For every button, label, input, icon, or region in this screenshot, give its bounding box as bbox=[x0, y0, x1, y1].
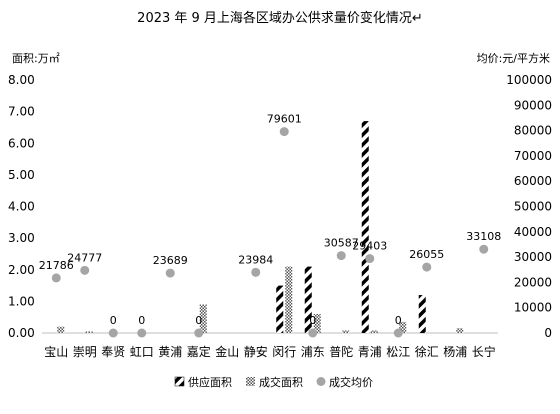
supply-bar bbox=[304, 266, 312, 333]
category-label: 金山 bbox=[215, 344, 239, 359]
category-label: 静安 bbox=[244, 344, 268, 359]
right-tick-labels: 0 10000 20000 30000 40000 50000 60000 70000 8000… bbox=[506, 73, 552, 340]
category-label: 黄浦 bbox=[158, 345, 182, 359]
price-data-label: 21786 bbox=[39, 259, 74, 272]
left-tick-label: 2.00 bbox=[8, 263, 35, 277]
left-tick-label: 6.00 bbox=[8, 136, 35, 150]
category-label: 青浦 bbox=[358, 345, 382, 359]
price-data-label: 29403 bbox=[352, 240, 387, 253]
right-tick-label: 90000 bbox=[514, 98, 552, 112]
left-tick-label: 0.00 bbox=[8, 326, 35, 340]
deal-area-bar bbox=[57, 326, 65, 333]
right-axis-label: 均价:元/平方米 bbox=[477, 51, 550, 65]
left-tick-label: 3.00 bbox=[8, 231, 35, 245]
legend-supply-label: 供应面积 bbox=[188, 375, 232, 389]
category-label: 崇明 bbox=[73, 345, 97, 359]
right-tick-label: 0 bbox=[544, 326, 552, 340]
price-point bbox=[194, 328, 204, 338]
price-point bbox=[80, 265, 90, 275]
deal-area-bar bbox=[285, 266, 293, 333]
legend-deal-area-label: 成交面积 bbox=[259, 375, 303, 389]
price-point bbox=[51, 273, 61, 283]
category-label: 浦东 bbox=[301, 345, 325, 359]
price-data-label: 33108 bbox=[466, 230, 501, 243]
price-data-label: 0 bbox=[195, 314, 202, 327]
price-data-label: 0 bbox=[309, 314, 316, 327]
category-label: 徐汇 bbox=[415, 344, 439, 359]
deal-area-bar bbox=[399, 321, 407, 333]
price-data-label: 23689 bbox=[153, 254, 188, 267]
price-point bbox=[165, 268, 175, 278]
left-tick-label: 5.00 bbox=[8, 168, 35, 182]
deal-area-bar bbox=[313, 314, 321, 333]
supply-bar bbox=[276, 285, 284, 333]
right-tick-label: 50000 bbox=[514, 200, 552, 214]
left-tick-label: 1.00 bbox=[8, 294, 35, 308]
right-tick-label: 60000 bbox=[514, 174, 552, 188]
right-tick-label: 10000 bbox=[514, 301, 552, 315]
price-data-label: 0 bbox=[138, 314, 145, 327]
price-data-label: 0 bbox=[395, 314, 402, 327]
supply-bar bbox=[418, 295, 426, 333]
deal-area-bar bbox=[85, 331, 93, 333]
category-label: 松江 bbox=[386, 345, 410, 359]
price-data-label: 24777 bbox=[67, 251, 102, 264]
category-label: 奉贤 bbox=[101, 345, 125, 359]
left-tick-label: 4.00 bbox=[8, 200, 35, 214]
category-label: 嘉定 bbox=[187, 344, 211, 359]
left-tick-label: 8.00 bbox=[8, 73, 35, 87]
chart-title: 2023 年 9 月上海各区域办公供求量价变化情况↵ bbox=[137, 10, 423, 26]
price-data-label: 0 bbox=[110, 314, 117, 327]
right-tick-label: 40000 bbox=[514, 225, 552, 239]
deal-area-bar bbox=[370, 330, 378, 333]
category-labels: 宝山 崇明 奉贤 虹口 黄浦 嘉定 金山 静安 闵行 浦东 普陀 青浦 松江 徐汇 杨浦 长宁 bbox=[44, 344, 496, 359]
supply-bar bbox=[361, 121, 369, 333]
bars bbox=[57, 121, 464, 333]
price-point bbox=[393, 328, 403, 338]
category-label: 闵行 bbox=[272, 344, 296, 359]
category-label: 长宁 bbox=[472, 344, 496, 359]
legend-price-swatch bbox=[316, 377, 326, 386]
right-tick-label: 70000 bbox=[514, 149, 552, 163]
category-label: 虹口 bbox=[130, 345, 154, 359]
legend-price-label: 成交均价 bbox=[329, 375, 373, 389]
deal-area-bar bbox=[199, 304, 207, 333]
deal-area-bar bbox=[456, 328, 464, 333]
right-tick-label: 80000 bbox=[514, 124, 552, 138]
price-point bbox=[279, 127, 289, 137]
right-tick-label: 30000 bbox=[514, 250, 552, 264]
right-tick-label: 20000 bbox=[514, 275, 552, 289]
price-data-label: 26055 bbox=[409, 248, 444, 261]
price-point bbox=[479, 244, 489, 254]
price-point bbox=[308, 328, 318, 338]
price-data-label: 23984 bbox=[238, 253, 273, 266]
price-point bbox=[251, 267, 261, 277]
price-point bbox=[365, 254, 375, 264]
price-data-label: 79601 bbox=[267, 113, 302, 126]
right-tick-label: 100000 bbox=[506, 73, 552, 87]
category-label: 普陀 bbox=[329, 344, 353, 359]
left-axis-label: 面积:万㎡ bbox=[12, 52, 60, 65]
price-point bbox=[422, 262, 432, 272]
price-point bbox=[137, 328, 147, 338]
price-point bbox=[108, 328, 118, 338]
legend-supply-swatch bbox=[174, 376, 185, 387]
left-tick-labels: 0.00 1.00 2.00 3.00 4.00 5.00 6.00 7.00 8.00 bbox=[8, 73, 35, 340]
legend: 供应面积 成交面积 成交均价 bbox=[174, 375, 373, 389]
left-tick-label: 7.00 bbox=[8, 105, 35, 119]
category-label: 宝山 bbox=[44, 345, 68, 359]
legend-deal-area-swatch bbox=[246, 377, 255, 386]
price-point bbox=[336, 251, 346, 261]
price-data-label: 30587 bbox=[324, 237, 359, 250]
category-label: 杨浦 bbox=[443, 344, 467, 359]
deal-area-bar bbox=[342, 330, 350, 333]
